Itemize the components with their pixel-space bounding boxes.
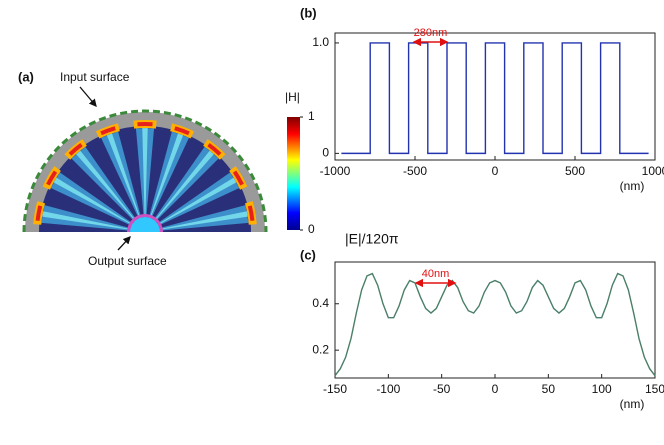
colorbar — [287, 117, 300, 230]
panel-label: (a) — [18, 69, 34, 84]
annotation: 280nm — [414, 27, 448, 39]
hot-core — [247, 205, 255, 221]
x-tick-label: 150 — [645, 382, 664, 396]
field-panel: (a) Input surface Output surface |H| 0 1 — [18, 69, 315, 268]
hot-core — [46, 170, 58, 186]
x-tick-label: 50 — [542, 382, 556, 396]
hot-core — [207, 143, 222, 156]
x-tick-label: -500 — [403, 164, 427, 178]
x-axis-label: (nm) — [620, 179, 645, 193]
x-tick-label: 0 — [492, 382, 499, 396]
ray-core — [76, 150, 145, 232]
output-region — [130, 217, 160, 232]
ray — [50, 172, 146, 232]
ray-core — [145, 211, 248, 232]
ray-core — [42, 211, 145, 232]
x-tick-label: 1000 — [642, 164, 664, 178]
x-tick-label: 500 — [565, 164, 585, 178]
x-tick-label: -1000 — [320, 164, 351, 178]
hot-core — [100, 126, 116, 136]
ray-core — [145, 150, 214, 232]
ray — [145, 131, 189, 232]
ray-core — [142, 128, 148, 232]
ray-core — [53, 177, 145, 232]
output-ring — [127, 214, 163, 232]
data-line — [341, 42, 649, 155]
x-tick-label: -100 — [376, 382, 400, 396]
x-axis-label: (nm) — [620, 397, 645, 411]
plot-frame — [334, 261, 656, 379]
x-tick-label: -150 — [323, 382, 347, 396]
colorbar-title: |H| — [285, 90, 300, 104]
hot-core — [137, 121, 153, 127]
panel-label: (b) — [300, 5, 317, 20]
arrow — [79, 86, 97, 107]
ray-core — [145, 133, 184, 232]
output-label: Output surface — [88, 254, 167, 268]
x-tick-label: 100 — [592, 382, 612, 396]
ray — [41, 205, 145, 232]
y-axis-label: |E|/120π — [345, 231, 399, 247]
data-line — [334, 272, 656, 377]
hot-core — [232, 170, 244, 186]
x-tick-label: -50 — [433, 382, 451, 396]
hot-core — [68, 143, 83, 156]
plot-frame — [334, 32, 656, 161]
y-tick-label: 1.0 — [312, 35, 329, 49]
arrow — [117, 236, 131, 251]
colorbar-tick-label: 0 — [308, 222, 315, 236]
ray — [145, 172, 240, 232]
x-tick-label: 0 — [492, 164, 499, 178]
input-surface — [22, 109, 268, 233]
hot-core — [35, 205, 43, 221]
hot-core — [174, 126, 190, 136]
ray-core — [106, 133, 145, 232]
colorbar-tick-label: 1 — [308, 109, 315, 123]
input-label: Input surface — [60, 70, 130, 84]
panel-label: (c) — [300, 247, 316, 262]
ray-core — [145, 177, 237, 232]
y-tick-label: 0 — [322, 146, 329, 160]
y-tick-label: 0.2 — [312, 342, 329, 356]
ray — [101, 131, 145, 232]
ray — [145, 205, 249, 232]
y-tick-label: 0.4 — [312, 296, 329, 310]
annotation: 40nm — [422, 268, 450, 280]
